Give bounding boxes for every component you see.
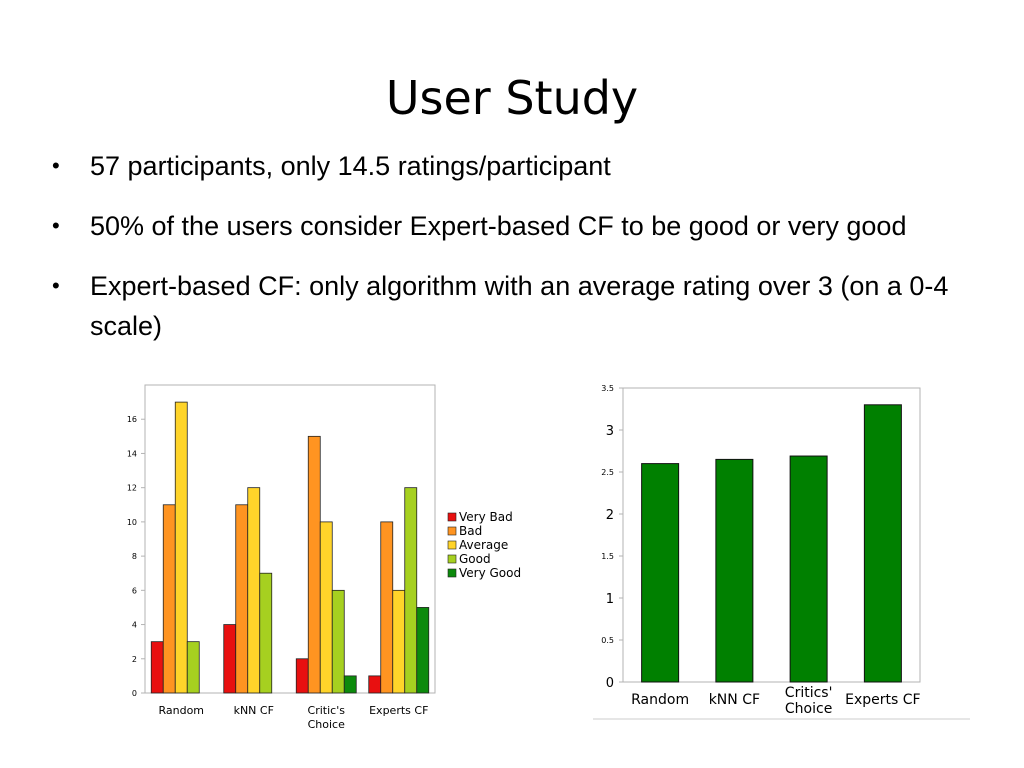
x-tick-label: Choice: [308, 718, 345, 731]
x-tick-label: Experts CF: [845, 692, 920, 708]
y-tick-label: 3.5: [601, 384, 614, 393]
y-tick-label: 16: [127, 415, 137, 424]
y-tick-label: 0: [606, 676, 614, 691]
y-tick-label: 2: [132, 655, 137, 664]
bullet-participants: 57 participants, only 14.5 ratings/parti…: [44, 146, 984, 186]
legend-label-bad: Bad: [459, 524, 482, 538]
bar-experts-cf-very-bad: [368, 675, 382, 694]
bar-experts-cf-bad: [380, 521, 394, 694]
y-tick-label: 2.5: [601, 468, 614, 477]
legend-swatch-bad: [447, 526, 457, 536]
x-tick-label: Random: [158, 704, 204, 717]
bar-knn-cf-good: [259, 572, 273, 694]
bar-critic-s-choice-average: [319, 521, 333, 694]
legend-label-very-bad: Very Bad: [459, 510, 513, 524]
legend-label-good: Good: [459, 552, 491, 566]
legend-label-very-good: Very Good: [459, 566, 521, 580]
bar-critic-s-choice-bad: [307, 435, 321, 694]
bar-critic-s-choice-good: [331, 589, 345, 694]
bar-experts-cf-very-good: [416, 607, 430, 694]
bar-knn-cf: [715, 458, 754, 683]
bullet-list: 57 participants, only 14.5 ratings/parti…: [44, 146, 984, 366]
y-tick-label: 2: [606, 508, 614, 523]
legend-swatch-very-bad: [447, 512, 457, 522]
legend-swatch-very-good: [447, 568, 457, 578]
x-tick-label: Critic's: [308, 704, 346, 717]
legend-swatch-average: [447, 540, 457, 550]
x-tick-label: kNN CF: [234, 704, 274, 717]
bullet-expert-good: 50% of the users consider Expert-based C…: [44, 206, 984, 246]
x-tick-label: Critics': [785, 685, 833, 701]
bar-critics-choice: [789, 455, 828, 683]
bar-knn-cf-average: [247, 487, 261, 694]
bar-experts-cf: [863, 404, 902, 683]
bullet-expert-average: Expert-based CF: only algorithm with an …: [44, 266, 984, 346]
bar-knn-cf-bad: [235, 504, 249, 694]
y-tick-label: 10: [127, 518, 137, 527]
y-tick-label: 0: [132, 689, 137, 698]
x-tick-label: kNN CF: [709, 692, 760, 708]
y-tick-label: 1: [606, 592, 614, 607]
bar-knn-cf-very-bad: [223, 624, 237, 694]
y-tick-label: 14: [127, 449, 137, 458]
y-tick-label: 12: [127, 484, 137, 493]
y-tick-label: 8: [132, 552, 137, 561]
y-tick-label: 1.5: [601, 552, 614, 561]
bar-random: [641, 463, 680, 683]
slide-title: User Study: [385, 71, 639, 125]
bar-critic-s-choice-very-good: [343, 675, 357, 694]
bar-experts-cf-average: [392, 589, 406, 694]
bar-random-very-bad: [150, 641, 164, 694]
bar-random-bad: [162, 504, 176, 694]
y-tick-label: 3: [606, 424, 614, 439]
bar-random-average: [174, 401, 188, 694]
x-tick-label: Choice: [785, 701, 832, 717]
y-tick-label: 4: [132, 621, 137, 630]
legend-label-average: Average: [459, 538, 508, 552]
y-tick-label: 0.5: [601, 636, 614, 645]
legend-swatch-good: [447, 554, 457, 564]
y-tick-label: 6: [132, 586, 137, 595]
bar-random-good: [186, 641, 200, 694]
bar-experts-cf-good: [404, 487, 418, 694]
x-tick-label: Experts CF: [369, 704, 428, 717]
bar-critic-s-choice-very-bad: [295, 658, 309, 694]
x-tick-label: Random: [631, 692, 689, 708]
average-rating-chart: 0 0.5 1 1.5 2 2.5 3 3.5 Random kNN CF Critics'Choi…: [593, 384, 970, 720]
